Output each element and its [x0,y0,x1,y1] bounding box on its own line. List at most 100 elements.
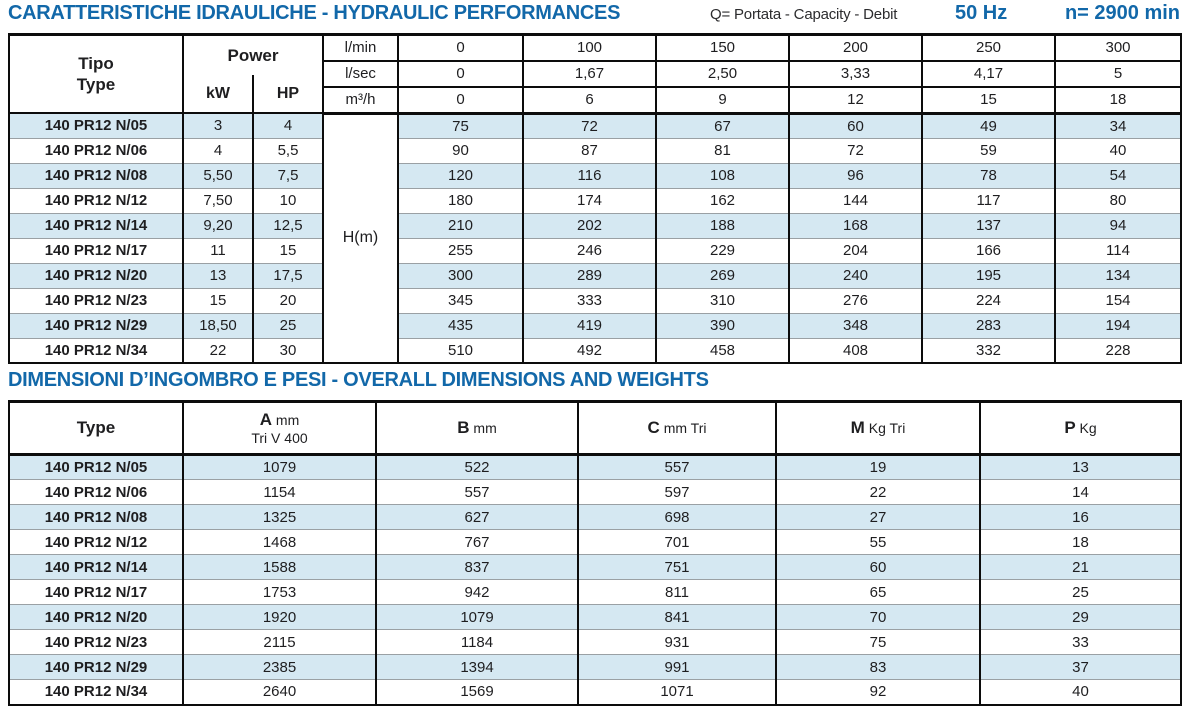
pump-type: 140 PR12 N/29 [8,312,184,338]
dimensions-row: 140 PR12 N/20 1920 1079 841 70 29 [8,604,1182,630]
head-value: 210 [397,212,524,238]
kw-label: kW [206,84,230,102]
kw-value: 13 [182,262,254,288]
head-value: 246 [522,237,657,263]
dimensions-row: 140 PR12 N/12 1468 767 701 55 18 [8,529,1182,555]
dimension-value: 19 [775,454,981,480]
dimension-value: 1753 [182,579,377,605]
flow-value: 2,50 [655,59,790,88]
flow-value: 0 [397,85,524,115]
dimension-value: 1468 [182,529,377,555]
head-value: 75 [397,113,524,138]
hydraulic-table-body: 140 PR12 N/05 3 4 H(m) 75 72 67 60 49 34 140 PR12 … [8,113,1182,363]
dimension-value: 811 [577,579,777,605]
hydraulic-row: 140 PR12 N/20 13 17,5 300 289 269 240 195 134 [8,262,1182,288]
dimension-column-subtitle: Tri V 400 [251,429,308,446]
hydraulic-section-header: CARATTERISTICHE IDRAULICHE - HYDRAULIC P… [0,0,1187,30]
dimension-value: 1569 [375,679,579,705]
dimension-unit: mm Tri [663,420,707,437]
dimension-column-header: B mm [375,400,579,456]
head-value: 78 [921,162,1056,188]
dimension-value: 837 [375,554,579,580]
dimension-value: 27 [775,504,981,530]
hydraulic-row: 140 PR12 N/17 11 15 255 246 229 204 166 114 [8,237,1182,263]
rotation-speed-label: n= 2900 min [1064,2,1180,24]
flow-value: 1,67 [522,59,657,88]
head-value: 67 [655,113,790,138]
hp-value: 15 [252,237,324,263]
head-value: 408 [788,337,923,363]
dimension-value: 2640 [182,679,377,705]
dimension-value: 991 [577,654,777,680]
flow-value: 3,33 [788,59,923,88]
head-value: 345 [397,287,524,313]
head-value: 137 [921,212,1056,238]
pump-type: 140 PR12 N/23 [8,629,184,655]
pump-type: 140 PR12 N/23 [8,287,184,313]
head-value: 510 [397,337,524,363]
head-value: 134 [1054,262,1182,288]
flow-value: 100 [522,33,657,62]
dimension-value: 18 [979,529,1182,555]
dimension-letter: P [1064,418,1076,438]
head-value: 300 [397,262,524,288]
dimension-letter: B [457,418,470,438]
flow-value: 15 [921,85,1056,115]
dimension-value: 65 [775,579,981,605]
head-value: 72 [522,113,657,138]
dimension-value: 1588 [182,554,377,580]
head-value: 60 [788,113,923,138]
flow-value: 5 [1054,59,1182,88]
head-value: 180 [397,187,524,213]
dimension-value: 698 [577,504,777,530]
pump-type: 140 PR12 N/08 [8,162,184,188]
dimension-value: 751 [577,554,777,580]
head-value: 269 [655,262,790,288]
head-value: 419 [522,312,657,338]
head-value: 114 [1054,237,1182,263]
hydraulic-row: 140 PR12 N/34 22 30 510 492 458 408 332 228 [8,337,1182,363]
dimension-value: 92 [775,679,981,705]
head-value: 348 [788,312,923,338]
tipo-label: Tipo [78,53,114,73]
head-value: 116 [522,162,657,188]
flow-unit-label: l/min [322,33,399,62]
flow-unit-label: m³/h [322,85,399,115]
head-value: 40 [1054,137,1182,163]
hp-value: 5,5 [252,137,324,163]
dimension-value: 29 [979,604,1182,630]
dimension-value: 33 [979,629,1182,655]
dimension-value: 21 [979,554,1182,580]
dimension-value: 942 [375,579,579,605]
dimension-value: 37 [979,654,1182,680]
hydraulic-table-head: Tipo Type Power kW HP l/min 0 100 150 200 250… [8,33,1182,115]
flow-value: 12 [788,85,923,115]
pump-type: 140 PR12 N/20 [8,604,184,630]
power-column-header: Power kW HP [182,33,324,114]
pump-type: 140 PR12 N/05 [8,113,184,138]
flow-value: 4,17 [921,59,1056,88]
hp-value: 7,5 [252,162,324,188]
dimension-unit: mm [275,411,300,428]
head-value: 154 [1054,287,1182,313]
dimensions-weights-table: Type A mm Tri V 400 B mm C mm Tri M Kg Tri P … [8,400,1182,706]
dimension-value: 22 [775,479,981,505]
dimension-unit: Kg [1079,420,1097,437]
flow-value: 0 [397,33,524,62]
hp-value: 12,5 [252,212,324,238]
hp-value: 20 [252,287,324,313]
head-value: 492 [522,337,657,363]
kw-value: 9,20 [182,212,254,238]
pump-type: 140 PR12 N/17 [8,579,184,605]
dimension-value: 40 [979,679,1182,705]
kw-value: 18,50 [182,312,254,338]
dimension-value: 25 [979,579,1182,605]
pump-type: 140 PR12 N/14 [8,212,184,238]
hp-label: HP [252,75,321,112]
dimensions-table-head: Type A mm Tri V 400 B mm C mm Tri M Kg Tri P … [8,400,1182,456]
hp-value: 17,5 [252,262,324,288]
type-label: Type [76,75,116,94]
head-value: 458 [655,337,790,363]
pump-type: 140 PR12 N/06 [8,137,184,163]
pump-type: 140 PR12 N/05 [8,454,184,480]
